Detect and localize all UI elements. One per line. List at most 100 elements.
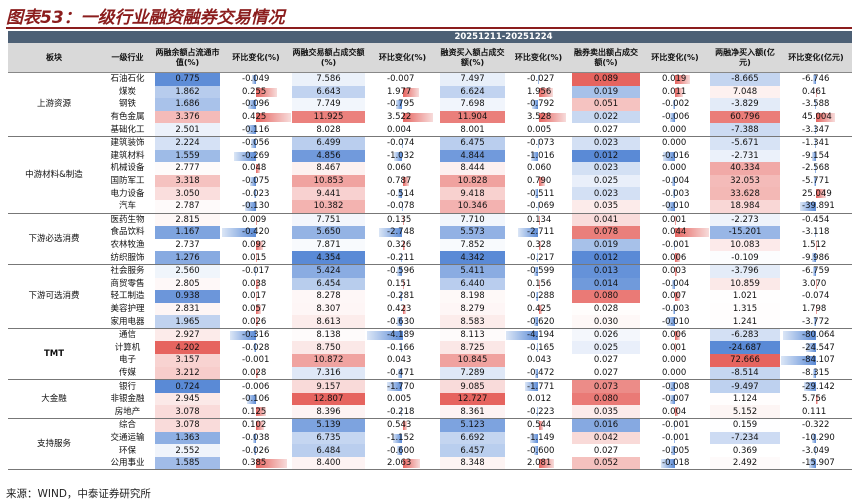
change-value: 2.063: [387, 458, 412, 469]
level-cell: 0.041: [572, 213, 640, 227]
column-header: 两融交易额占成交额(%): [292, 43, 365, 73]
change-value: -0.269: [242, 150, 270, 161]
level-cell: 5.123: [440, 418, 505, 432]
industry: 基础化工: [100, 123, 155, 137]
change-value: -0.165: [527, 342, 555, 353]
change-cell: -10.290: [780, 432, 852, 445]
change-value: -0.006: [242, 381, 270, 392]
change-value: -0.511: [527, 188, 555, 199]
change-value: -0.018: [662, 458, 690, 469]
change-value: -0.001: [662, 420, 690, 431]
change-cell: -0.006: [220, 380, 292, 393]
level-cell: 5.573: [440, 226, 505, 239]
table-row: 基础化工 2.501 -0.116 8.028 0.004 8.001 0.005 0.027…: [8, 123, 853, 137]
change-cell: 0.000: [640, 162, 710, 175]
change-value: -0.454: [802, 214, 830, 225]
level-cell: 2.927: [155, 328, 220, 342]
table-row: 机械设备 2.777 0.048 8.467 0.060 8.444 0.060 0.023 0…: [8, 162, 852, 175]
table-row: 美容护理 2.831 0.057 8.307 0.423 8.279 0.425 0.028 -…: [8, 302, 852, 316]
level-cell: 8.028: [292, 123, 365, 137]
change-value: 2.081: [527, 458, 552, 469]
change-value: -0.004: [662, 176, 690, 187]
table-row: 非银金融 2.945 -0.106 12.807 0.005 12.727 0.012 0.0…: [8, 392, 852, 406]
change-cell: -3.588: [780, 98, 852, 111]
level-cell: 7.048: [710, 85, 780, 99]
level-cell: 1.965: [155, 315, 220, 329]
industry: 农林牧渔: [110, 240, 145, 251]
data-bar: [402, 164, 404, 174]
change-cell: -6.759: [780, 264, 852, 277]
data-bar: [401, 201, 403, 211]
period-row: 20251211-20251224: [8, 31, 853, 43]
change-value: -4.194: [527, 330, 555, 341]
change-cell: -0.620: [505, 315, 572, 329]
level-cell: 8.583: [440, 315, 505, 329]
change-cell: 0.060: [365, 162, 440, 175]
data-bar: [245, 201, 256, 211]
change-value: -0.322: [802, 420, 830, 431]
level-cell: 2.805: [155, 277, 220, 291]
change-cell: -0.049: [220, 73, 292, 86]
change-value: 0.001: [662, 342, 687, 353]
level-cell: 8.467: [292, 162, 365, 175]
table-row: 公用事业 1.585 0.385 8.400 2.063 8.348 2.081 0.052 -…: [8, 456, 853, 471]
change-cell: 0.385: [220, 456, 292, 471]
level-cell: -5.671: [710, 136, 780, 150]
change-value: 0.151: [387, 278, 412, 289]
change-cell: -0.596: [365, 264, 440, 277]
change-value: -0.166: [387, 342, 415, 353]
change-cell: 0.019: [640, 73, 710, 86]
change-cell: 0.125: [220, 405, 292, 420]
level-cell: 10.853: [292, 174, 365, 188]
change-cell: -2.711: [505, 226, 572, 239]
data-bar: [674, 433, 675, 443]
industry: 传媒: [100, 366, 155, 381]
change-cell: 0.007: [640, 290, 710, 303]
level-cell: 9.085: [440, 379, 505, 393]
change-cell: 0.011: [640, 86, 710, 99]
change-cell: -0.018: [640, 456, 710, 471]
data-bar: [669, 394, 675, 404]
level-cell: 0.080: [572, 290, 640, 303]
change-cell: -1.016: [505, 150, 572, 163]
change-cell: -0.073: [505, 136, 572, 149]
change-value: 0.125: [242, 406, 267, 417]
change-value: -3.049: [802, 445, 830, 456]
table-row: 环保 2.552 -0.026 6.484 -0.600 6.457 -0.600 0.027…: [8, 444, 852, 457]
level-cell: 5.650: [292, 226, 365, 239]
level-cell: 0.724: [155, 379, 220, 393]
level-cell: -8.514: [710, 366, 780, 381]
change-value: 0.000: [662, 367, 687, 378]
table-row: 下游必选消费 医药生物 2.815 0.009 7.751 0.135 7.710 0.134…: [8, 213, 852, 265]
change-cell: -0.472: [505, 366, 572, 381]
level-cell: 8.198: [440, 290, 505, 303]
data-bar: [538, 279, 540, 289]
industry: 电力设备: [110, 188, 145, 199]
level-cell: 8.138: [292, 328, 365, 342]
industry: 建筑材料: [110, 150, 145, 161]
title: 图表53：一级行业融资融券交易情况: [6, 8, 285, 28]
change-value: 0.003: [662, 266, 687, 277]
change-value: 0.012: [527, 394, 552, 405]
change-value: 0.009: [242, 214, 267, 225]
change-cell: -0.074: [780, 290, 852, 303]
change-cell: -1.152: [365, 432, 440, 445]
source-note: 来源：WIND，中泰证券研究所: [6, 488, 151, 500]
data-bar: [366, 330, 403, 340]
level-cell: 6.454: [292, 277, 365, 291]
change-cell: -0.008: [640, 380, 710, 393]
table-row: 支持服务 综合 3.078 0.102 5.139 0.543 5.123 0.544 0.01…: [8, 418, 852, 471]
change-value: 0.026: [242, 316, 267, 327]
change-value: 0.461: [802, 86, 827, 97]
level-cell: -6.283: [710, 328, 780, 342]
change-value: -0.069: [527, 201, 555, 212]
data-bar: [256, 87, 277, 97]
change-value: 0.019: [662, 74, 687, 85]
level-cell: 4.844: [440, 149, 505, 163]
level-cell: 6.484: [292, 444, 365, 457]
change-value: -8.315: [802, 367, 830, 378]
change-value: 25.049: [802, 188, 832, 199]
change-cell: -3.347: [780, 123, 853, 137]
data-bar: [675, 292, 681, 302]
change-cell: 1.798: [780, 303, 852, 316]
